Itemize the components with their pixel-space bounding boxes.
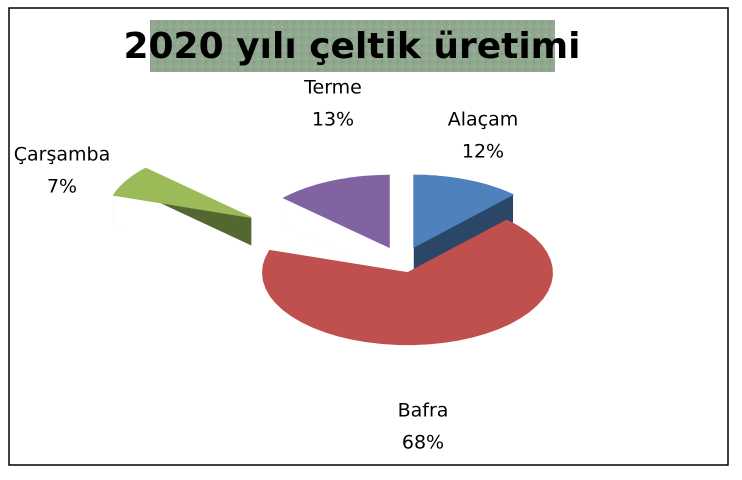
slice-label: Bafra xyxy=(398,400,449,422)
slice-value-label: 13% xyxy=(312,109,354,131)
slice-label: Çarşamba xyxy=(14,144,110,166)
chart-title: 2020 yılı çeltik üretimi xyxy=(123,26,580,67)
slice-label: Terme xyxy=(303,77,362,99)
pie xyxy=(112,167,553,373)
slice-label: Alaçam xyxy=(448,109,519,131)
slice xyxy=(282,174,390,249)
title-background xyxy=(150,20,555,72)
slice xyxy=(413,174,515,248)
slice-value-label: 12% xyxy=(462,141,504,163)
slice xyxy=(112,167,252,218)
slice-value-label: 7% xyxy=(47,176,77,198)
slice-value-label: 68% xyxy=(402,432,444,454)
slice xyxy=(261,219,553,346)
